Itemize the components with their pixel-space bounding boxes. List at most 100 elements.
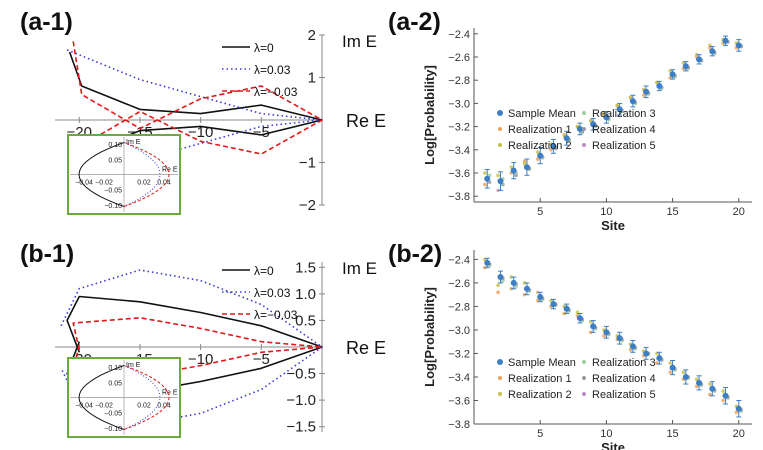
point-sample-mean xyxy=(563,135,570,142)
point-sample-mean xyxy=(576,125,583,132)
inset-y-tick-label: −0.05 xyxy=(104,188,122,195)
y-axis-label: Log[Probability] xyxy=(422,287,437,387)
point-sample-mean xyxy=(722,392,729,399)
y-tick-label: −3.8 xyxy=(448,419,470,431)
point-realization-1 xyxy=(734,410,739,415)
point-sample-mean xyxy=(537,294,544,301)
legend-label-4: Realization 4 xyxy=(592,373,656,385)
legend-label-4: Realization 4 xyxy=(592,124,656,136)
y-tick-label: −2.6 xyxy=(448,52,470,64)
point-sample-mean xyxy=(643,350,650,357)
panel-label-a2: (a-2) xyxy=(388,8,441,36)
x-tick-label: 10 xyxy=(600,206,612,218)
x-tick-label: 15 xyxy=(666,428,678,440)
legend-marker-1 xyxy=(498,127,502,131)
point-realization-1 xyxy=(483,182,487,187)
legend-marker-0 xyxy=(497,359,503,365)
point-sample-mean xyxy=(497,178,504,185)
inset-curve-0 xyxy=(78,365,125,430)
inset-curve-2 xyxy=(123,142,170,207)
point-sample-mean xyxy=(484,175,491,182)
y-tick-label: −3.6 xyxy=(448,168,470,180)
point-sample-mean xyxy=(603,329,610,336)
point-sample-mean xyxy=(643,88,650,95)
point-sample-mean xyxy=(616,335,623,342)
y-tick-label: −1 xyxy=(299,155,316,172)
y-tick-label: −3.2 xyxy=(448,122,470,134)
legend-marker-4 xyxy=(582,376,586,380)
y-tick-label: 1 xyxy=(308,70,316,87)
legend-marker-1 xyxy=(498,376,502,380)
x-tick-label: 20 xyxy=(733,206,745,218)
legend-label-1: λ=0.03 xyxy=(254,63,291,77)
point-realization-2 xyxy=(496,283,500,288)
x-axis-label: Site xyxy=(601,440,625,450)
legend-marker-2 xyxy=(498,143,502,147)
point-realization-1 xyxy=(721,398,725,403)
panel-label-a1: (a-1) xyxy=(20,8,73,36)
y-tick-label: −3.4 xyxy=(448,372,470,384)
legend-label-5: Realization 5 xyxy=(592,140,656,152)
inset-x-tick-label: 0.02 xyxy=(137,403,151,410)
point-sample-mean xyxy=(682,373,689,380)
point-realization-2 xyxy=(668,361,672,365)
x-axis-label: Re E xyxy=(346,111,386,131)
x-tick-label: 5 xyxy=(537,428,543,440)
point-sample-mean xyxy=(656,83,663,89)
panel-label-b2: (b-2) xyxy=(388,240,443,268)
point-realization-2 xyxy=(681,370,686,375)
point-sample-mean xyxy=(510,279,517,286)
y-tick-label: −2.4 xyxy=(448,29,470,41)
legend-label-0: Sample Mean xyxy=(508,108,576,120)
y-tick-label: −3.0 xyxy=(448,325,470,337)
point-sample-mean xyxy=(669,71,676,78)
y-tick-label: −1.0 xyxy=(286,392,316,409)
inset-curve-0 xyxy=(78,142,125,207)
inset-x-tick-label: −0.02 xyxy=(95,403,113,410)
inset-curve-1 xyxy=(123,142,161,207)
inset-y-tick-label: −0.10 xyxy=(104,203,122,210)
inset-y-tick-label: −0.10 xyxy=(104,426,122,433)
y-tick-label: −2.4 xyxy=(448,254,470,266)
point-sample-mean xyxy=(563,305,570,312)
point-sample-mean xyxy=(696,56,703,63)
x-axis-label: Site xyxy=(601,218,625,233)
point-sample-mean xyxy=(590,323,597,330)
y-axis-label: Im E xyxy=(342,32,377,51)
y-axis-label: Im E xyxy=(342,259,377,278)
point-realization-1 xyxy=(496,290,500,295)
y-tick-label: 1.5 xyxy=(295,259,316,276)
chart-a1-spectrum: −20 −15 −10 −521−1−2Re EIm Eλ=0λ=0.03λ=−0.0… xyxy=(55,27,386,215)
point-sample-mean xyxy=(510,167,517,174)
point-sample-mean xyxy=(709,385,716,392)
x-tick-label: 10 xyxy=(600,428,612,440)
inset-y-label: Im E xyxy=(126,139,141,146)
inset-curve-1 xyxy=(123,365,161,430)
x-tick-label: −10 xyxy=(188,124,213,141)
y-tick-label: 1.0 xyxy=(295,286,316,303)
point-realization-2 xyxy=(708,382,712,386)
inset-x-tick-label: −0.02 xyxy=(95,180,113,187)
legend-marker-5 xyxy=(582,392,586,396)
y-tick-label: 2 xyxy=(308,27,316,44)
point-realization-2 xyxy=(483,171,487,175)
legend-label-0: λ=0 xyxy=(254,264,274,278)
inset-x-label: Re E xyxy=(162,167,178,174)
x-tick-label: 5 xyxy=(537,206,543,218)
point-sample-mean xyxy=(722,37,729,44)
legend-marker-3 xyxy=(582,360,586,364)
inset-x-tick-label: 0.04 xyxy=(157,403,171,410)
legend-label-1: Realization 1 xyxy=(508,373,572,385)
chart-a2-probability: 5 10 15 20 −2.4 −2.6 −2.8 −3.0 −3.2 −3.4 −3.6 −3.8 S… xyxy=(422,28,752,233)
x-tick-label: 20 xyxy=(733,428,745,440)
point-realization-4 xyxy=(514,173,518,178)
point-sample-mean xyxy=(603,114,610,121)
y-tick-label: −2 xyxy=(299,197,316,214)
legend-label-3: Realization 3 xyxy=(592,357,656,369)
y-tick-label: −3.0 xyxy=(448,98,470,110)
point-sample-mean xyxy=(616,106,623,113)
legend-marker-4 xyxy=(582,127,586,131)
point-sample-mean xyxy=(576,315,583,322)
inset-y-tick-label: −0.05 xyxy=(104,411,122,418)
